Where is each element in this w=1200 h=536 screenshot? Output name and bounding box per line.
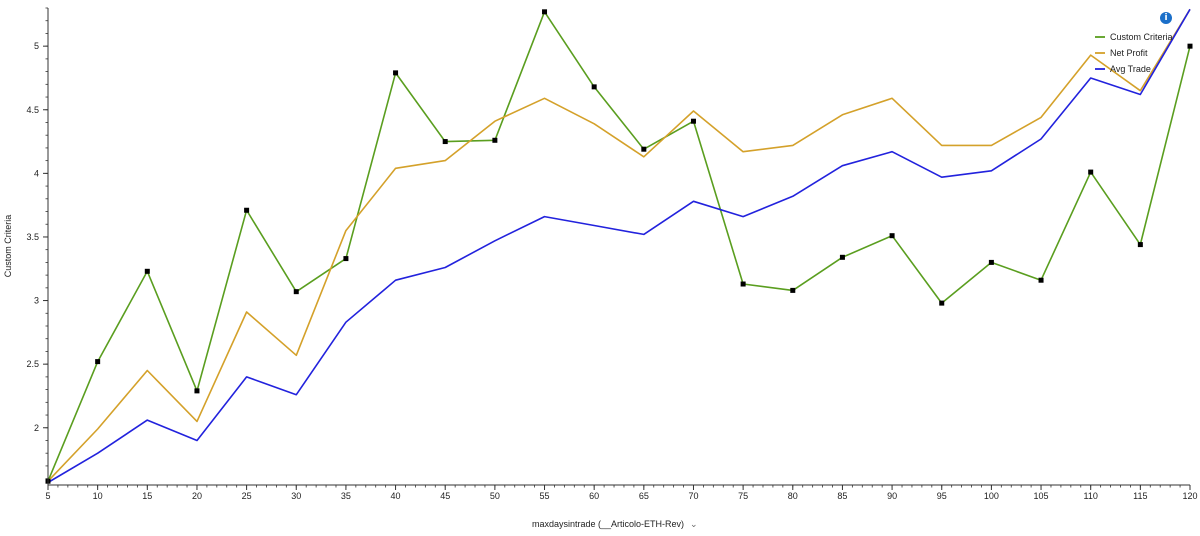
data-point bbox=[343, 256, 349, 262]
data-point bbox=[293, 289, 299, 295]
data-point bbox=[1187, 43, 1193, 49]
series-line-2 bbox=[47, 8, 1191, 484]
data-point bbox=[442, 139, 448, 145]
data-point bbox=[1038, 277, 1044, 283]
data-point bbox=[889, 233, 895, 239]
x-tick-label: 10 bbox=[93, 491, 103, 501]
x-tick-label: 105 bbox=[1034, 491, 1049, 501]
y-tick-label: 2.5 bbox=[26, 359, 39, 369]
x-tick-label: 20 bbox=[192, 491, 202, 501]
y-tick-label: 2 bbox=[34, 423, 39, 433]
x-tick-label: 65 bbox=[639, 491, 649, 501]
x-axis-title: maxdaysintrade (__Articolo-ETH-Rev) bbox=[532, 519, 685, 529]
x-tick-label: 70 bbox=[688, 491, 698, 501]
x-tick-label: 40 bbox=[391, 491, 401, 501]
x-tick-label: 110 bbox=[1084, 491, 1098, 501]
data-point bbox=[492, 137, 498, 143]
y-tick-label: 3 bbox=[34, 296, 39, 306]
data-point bbox=[1088, 169, 1094, 175]
data-point bbox=[740, 281, 746, 287]
legend-entry[interactable]: Avg Trade bbox=[1110, 64, 1151, 74]
data-point bbox=[591, 84, 597, 90]
data-point bbox=[939, 300, 945, 306]
x-tick-label: 45 bbox=[440, 491, 450, 501]
y-tick-label: 3.5 bbox=[26, 232, 39, 242]
x-tick-label: 60 bbox=[589, 491, 599, 501]
x-tick-label: 100 bbox=[984, 491, 999, 501]
data-point bbox=[194, 388, 200, 394]
data-point bbox=[839, 254, 845, 260]
data-point bbox=[988, 259, 994, 265]
series-line-0 bbox=[47, 11, 1191, 482]
data-point bbox=[790, 287, 796, 293]
x-tick-label: 5 bbox=[45, 491, 50, 501]
data-point bbox=[1137, 242, 1143, 248]
data-point bbox=[690, 118, 696, 124]
legend-entry[interactable]: Custom Criteria bbox=[1110, 32, 1173, 42]
y-tick-label: 4.5 bbox=[26, 105, 39, 115]
x-tick-label: 55 bbox=[540, 491, 550, 501]
data-point bbox=[95, 359, 101, 365]
x-tick-label: 120 bbox=[1182, 491, 1197, 501]
data-point bbox=[244, 207, 250, 213]
info-icon[interactable]: i bbox=[1160, 12, 1172, 24]
data-point bbox=[641, 146, 647, 152]
y-axis-title: Custom Criteria bbox=[3, 215, 13, 278]
x-tick-label: 75 bbox=[738, 491, 748, 501]
y-tick-label: 5 bbox=[34, 41, 39, 51]
series-layer bbox=[45, 8, 1193, 484]
x-tick-label: 80 bbox=[788, 491, 798, 501]
x-tick-label: 95 bbox=[937, 491, 947, 501]
x-axis-selector[interactable]: maxdaysintrade (__Articolo-ETH-Rev) ⌄ bbox=[532, 519, 698, 530]
x-tick-label: 115 bbox=[1133, 491, 1147, 501]
legend[interactable]: Custom Criteria Net Profit Avg Trade bbox=[1095, 32, 1173, 74]
x-tick-label: 35 bbox=[341, 491, 351, 501]
chevron-down-icon[interactable]: ⌄ bbox=[690, 519, 698, 529]
x-tick-label: 85 bbox=[837, 491, 847, 501]
x-tick-label: 25 bbox=[242, 491, 252, 501]
x-tick-label: 15 bbox=[142, 491, 152, 501]
x-tick-label: 90 bbox=[887, 491, 897, 501]
data-point bbox=[144, 268, 150, 274]
data-point bbox=[393, 70, 399, 76]
x-tick-label: 50 bbox=[490, 491, 500, 501]
y-tick-label: 4 bbox=[34, 168, 39, 178]
axes: 5 10 15 20 25 30 35 40 45 50 55 60 65 70 75 80 85 90 95 100… bbox=[26, 7, 1198, 501]
legend-entry[interactable]: Net Profit bbox=[1110, 48, 1148, 58]
data-point bbox=[542, 9, 548, 15]
x-tick-label: 30 bbox=[291, 491, 301, 501]
series-line-1 bbox=[47, 8, 1191, 482]
